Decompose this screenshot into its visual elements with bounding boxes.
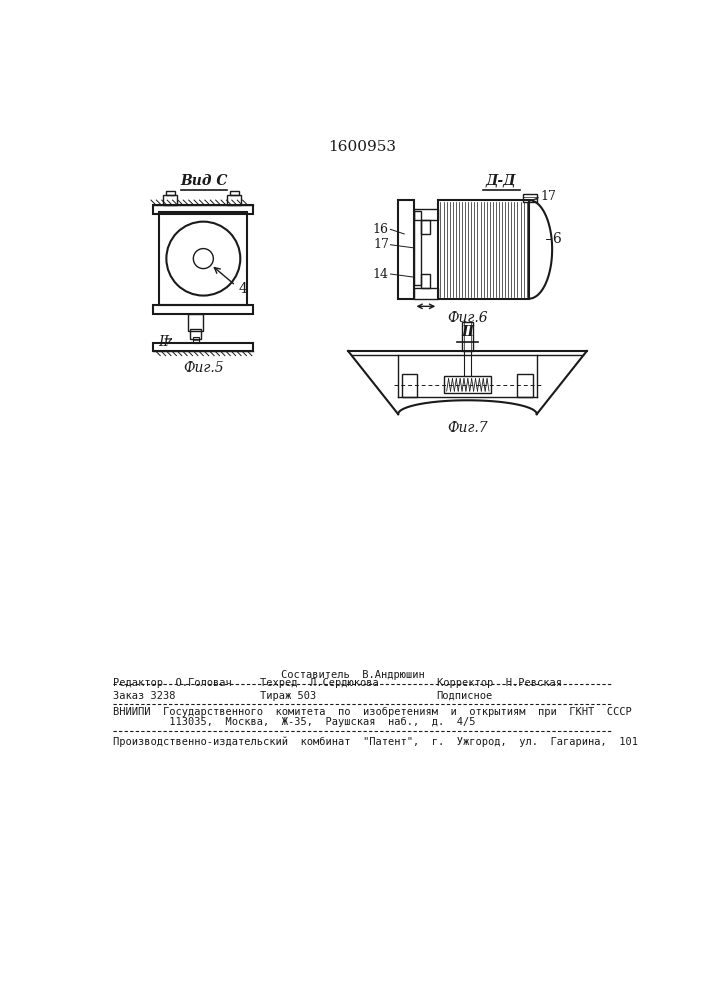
Bar [421,274,431,288]
Bar [444,376,491,393]
Text: Вид С: Вид С [180,174,228,188]
Text: 113035,  Москва,  Ж-35,  Раушская  наб.,  д.  4/5: 113035, Москва, Ж-35, Раушская наб., д. … [113,717,476,727]
Text: Фиг.5: Фиг.5 [183,361,223,375]
Bar [421,220,431,234]
Bar [190,329,201,339]
Bar [414,288,438,299]
Bar [414,211,421,285]
Text: 1600953: 1600953 [328,140,396,154]
Bar [398,200,414,299]
Text: II: II [461,325,474,339]
Text: 14: 14 [373,267,389,280]
Text: II: II [158,335,169,349]
Text: Техред  Л.Сердюкова: Техред Л.Сердюкова [259,678,378,688]
Text: ВНИИПИ  Государственного  комитета  по  изобретениям  и  открытиям  при  ГКНТ  С: ВНИИПИ Государственного комитета по изоб… [113,707,632,717]
Text: Фиг.7: Фиг.7 [447,421,488,435]
Bar [160,212,247,305]
Bar [462,322,473,351]
Text: Тираж 503: Тираж 503 [259,691,316,701]
Bar [414,209,438,220]
Bar [165,191,175,195]
Bar [153,343,253,351]
Text: Составитель  В.Андрюшин: Составитель В.Андрюшин [281,670,425,680]
Bar [153,205,253,214]
Text: Заказ 3238: Заказ 3238 [113,691,176,701]
Bar [518,374,533,397]
Bar [523,194,537,202]
Text: 4: 4 [239,282,247,296]
Text: 17: 17 [541,190,556,204]
Text: 16: 16 [373,223,389,236]
Bar [402,374,417,397]
Text: Производственно-издательский  комбинат  "Патент",  г.  Ужгород,  ул.  Гагарина, : Производственно-издательский комбинат "П… [113,736,638,747]
Text: Д-Д: Д-Д [485,174,516,188]
Bar [230,191,239,195]
Bar [438,200,529,299]
Bar [227,195,241,205]
Text: Фиг.6: Фиг.6 [447,311,488,325]
Bar [163,195,177,205]
Bar [192,337,199,343]
Text: Подписное: Подписное [437,691,493,701]
Text: 17: 17 [373,238,389,251]
Text: Редактор  О.Головач: Редактор О.Головач [113,678,232,688]
Bar [188,314,204,331]
Text: 6: 6 [552,232,561,246]
Text: Корректор  Н.Ревская: Корректор Н.Ревская [437,678,561,688]
Bar [153,305,253,314]
